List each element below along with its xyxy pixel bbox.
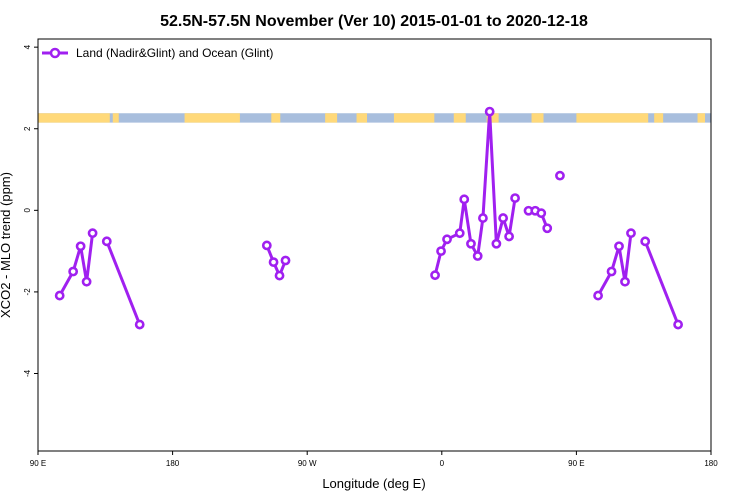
land-band-segment <box>325 113 338 123</box>
legend-point-marker <box>49 47 61 59</box>
data-point <box>640 236 651 247</box>
data-point <box>478 213 488 223</box>
data-point <box>261 240 272 251</box>
data-point <box>75 241 86 252</box>
data-point <box>280 255 291 266</box>
data-point <box>498 213 509 223</box>
y-tick-label: -2 <box>23 288 32 296</box>
data-point <box>459 194 470 205</box>
y-axis: 4 2 0 -2 -4 <box>23 44 38 377</box>
data-point <box>510 193 520 203</box>
data-point <box>504 231 514 242</box>
x-tick-label: 180 <box>166 459 180 468</box>
data-point <box>606 266 617 277</box>
data-point <box>54 290 65 301</box>
data-point <box>87 228 98 239</box>
x-tick-label: 90 E <box>30 459 46 468</box>
series-layer <box>54 106 683 330</box>
x-tick-label: 180 <box>704 459 718 468</box>
data-point <box>536 208 547 219</box>
land-band-segment <box>271 113 281 123</box>
land-band-segment <box>393 113 435 123</box>
series-group <box>54 106 683 330</box>
data-point <box>101 236 112 247</box>
data-point <box>472 251 483 261</box>
y-tick-label: -4 <box>23 369 32 377</box>
land-band-segment <box>654 113 664 123</box>
ocean-band <box>38 113 711 123</box>
data-point <box>626 228 636 239</box>
plot-frame <box>37 38 712 452</box>
y-tick-label: 4 <box>23 44 32 49</box>
data-point <box>68 266 79 277</box>
data-point <box>436 246 446 257</box>
series-line <box>265 244 287 278</box>
x-axis: 90 E 180 90 W 0 90 E 180 <box>30 451 718 468</box>
legend-label: Land (Nadir&Glint) and Ocean (Glint) <box>76 46 273 60</box>
chart-title: 52.5N-57.5N November (Ver 10) 2015-01-01… <box>160 13 588 30</box>
land-band-segment <box>697 113 706 123</box>
x-tick-label: 90 E <box>568 459 584 468</box>
data-point <box>274 270 285 281</box>
data-point <box>555 170 565 181</box>
data-point <box>81 276 92 287</box>
x-tick-label: 0 <box>440 459 445 468</box>
land-band-segment <box>453 113 466 123</box>
data-point <box>454 228 465 239</box>
land-band-segment <box>531 113 544 123</box>
land-band-segment <box>576 113 649 123</box>
data-point <box>466 238 476 249</box>
data-point <box>614 241 624 252</box>
land-band-segment <box>112 113 119 123</box>
land-band-segment <box>184 113 240 123</box>
land-band-segment <box>38 113 110 123</box>
data-point <box>484 106 495 117</box>
data-point <box>134 319 145 330</box>
land-band-segment <box>486 113 499 123</box>
data-point <box>268 257 279 268</box>
data-point <box>673 319 683 330</box>
y-tick-label: 2 <box>23 126 32 131</box>
data-point <box>593 290 603 301</box>
land-ocean-band <box>38 113 711 123</box>
data-point <box>442 234 452 245</box>
data-point <box>542 223 553 234</box>
y-tick-label: 0 <box>23 208 32 213</box>
land-band-segment <box>356 113 368 123</box>
x-tick-label: 90 W <box>298 459 317 468</box>
series-line <box>105 240 142 326</box>
data-point <box>491 238 502 249</box>
series-line <box>643 240 680 326</box>
data-point <box>620 276 630 287</box>
legend: Land (Nadir&Glint) and Ocean (Glint) <box>42 46 273 60</box>
y-axis-label: XCO2 - MLO trend (ppm) <box>0 172 13 318</box>
data-point <box>430 270 440 281</box>
series-line <box>433 110 517 276</box>
x-axis-label: Longitude (deg E) <box>322 476 425 491</box>
